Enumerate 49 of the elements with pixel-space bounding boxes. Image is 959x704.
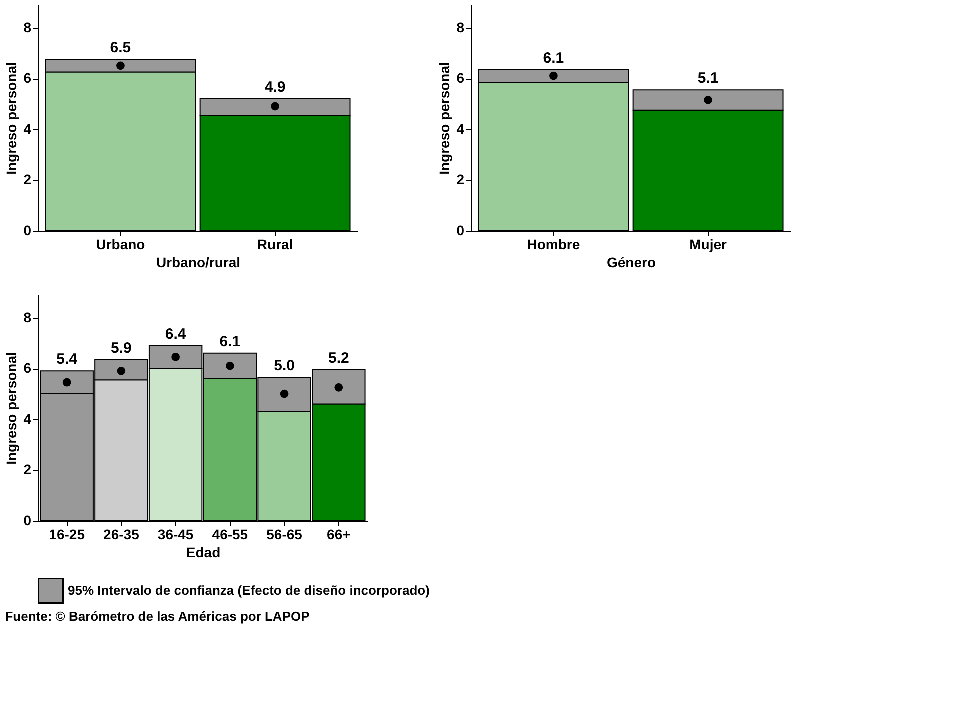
y-tick-label: 8 [456,19,465,36]
y-tick-label: 6 [456,70,465,86]
x-tick-label: Mujer [690,236,728,252]
y-tick-label: 4 [456,120,465,137]
data-label: 5.1 [698,70,719,88]
x-tick-label: 46-55 [212,526,248,542]
point [334,384,344,392]
y-tick-label: 6 [24,360,32,376]
point [62,378,72,387]
y-tick-label: 2 [24,462,32,478]
y-axis-title: Ingreso personal [4,352,20,465]
data-label: 5.9 [111,340,132,357]
data-label: 5.0 [274,358,295,375]
point [172,353,180,362]
data-label: 5.4 [56,351,78,368]
x-tick-label: 36-45 [158,526,194,542]
y-tick-label: 0 [24,512,32,528]
x-tick-label: Hombre [527,236,580,252]
point [117,367,126,376]
y-tick-label: 4 [24,120,32,137]
x-tick-label: Urbano [96,236,146,252]
y-tick-label: 0 [456,222,465,238]
y-axis-title: Ingreso personal [436,62,453,175]
y-tick-label: 6 [24,70,32,86]
x-tick-label: Rural [257,236,294,252]
x-tick-label: 56-65 [266,526,303,542]
y-tick-label: 2 [456,172,465,188]
y-tick-label: 2 [24,172,32,188]
data-label: 6.4 [165,326,187,343]
y-tick-label: 4 [24,410,32,427]
x-tick-label: 66+ [327,526,351,542]
x-tick-label: 16-25 [49,526,86,542]
data-label: 5.2 [328,350,350,367]
y-axis-title: Ingreso personal [4,62,20,175]
data-label: 6.5 [110,40,132,57]
x-tick-label: 26-35 [104,526,140,542]
source-note: Fuente: © Barómetro de las Américas por LAPOP [5,609,310,624]
data-label: 6.1 [220,333,241,350]
data-label: 4.9 [264,78,286,96]
legend-label: 95% Intervalo de confianza (Efecto de diseño incorporado) [68,583,430,598]
x-axis-title: Género [606,254,656,270]
y-tick-label: 0 [24,222,32,238]
y-tick-label: 8 [24,19,32,36]
x-axis-title: Edad [186,544,221,560]
data-label: 6.1 [543,50,564,67]
point [226,362,234,370]
point [280,390,289,398]
x-axis-title: Urbano/rural [156,254,241,270]
y-tick-label: 8 [24,309,32,326]
